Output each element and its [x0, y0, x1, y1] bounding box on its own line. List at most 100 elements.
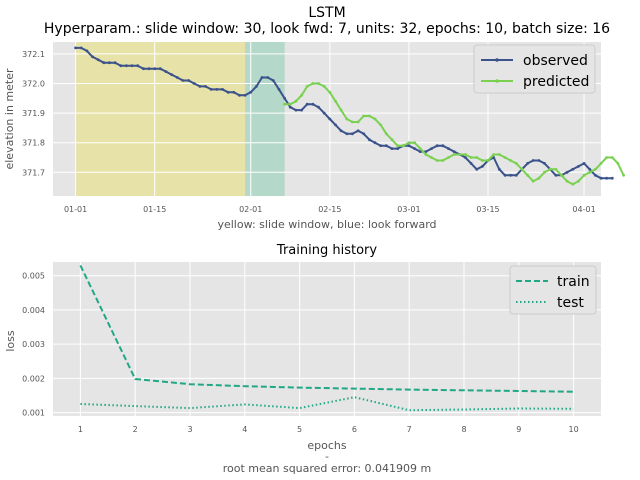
observed-point [339, 129, 343, 133]
training-x-tick-label: 8 [461, 425, 466, 434]
predicted-point [594, 167, 597, 171]
predicted-point [526, 173, 529, 177]
predicted-point [514, 162, 518, 165]
observed-point [266, 76, 270, 79]
observed-point [571, 167, 575, 171]
observed-point [588, 167, 592, 171]
predicted-point [300, 93, 303, 97]
observed-point [175, 76, 179, 79]
predicted-point [610, 156, 614, 159]
observed-point [249, 90, 253, 94]
legend-train-label: train [557, 274, 590, 290]
observed-point [492, 156, 496, 159]
elevation-x-tick-label: 04-01 [572, 205, 595, 214]
predicted-point [537, 176, 541, 180]
observed-point [481, 165, 484, 168]
footer-dash: - [325, 450, 329, 463]
observed-point [317, 105, 320, 109]
predicted-point [390, 138, 394, 142]
predicted-point [492, 153, 496, 156]
observed-point [142, 67, 145, 71]
predicted-point [577, 179, 580, 183]
observed-point [226, 90, 230, 94]
observed-point [85, 49, 89, 53]
observed-point [153, 67, 157, 71]
observed-point [96, 58, 100, 62]
predicted-point [503, 156, 507, 159]
observed-point [475, 167, 479, 171]
observed-point [91, 55, 94, 59]
observed-point [238, 93, 241, 97]
predicted-point [373, 117, 377, 121]
predicted-point [351, 120, 354, 124]
slide-window-span [75, 42, 246, 196]
observed-point [543, 162, 546, 165]
observed-point [582, 162, 586, 165]
observed-point [74, 46, 77, 50]
observed-point [537, 159, 541, 162]
observed-point [136, 64, 140, 68]
predicted-point [362, 114, 366, 118]
observed-point [351, 132, 354, 136]
elevation-x-tick-label: 03-01 [397, 205, 420, 214]
predicted-point [283, 102, 286, 106]
predicted-point [588, 170, 592, 174]
predicted-point [497, 153, 501, 156]
predicted-point [452, 153, 456, 156]
predicted-point [469, 156, 473, 159]
observed-point [79, 46, 83, 50]
predicted-point [486, 159, 490, 162]
observed-point [260, 76, 264, 79]
observed-point [181, 79, 185, 82]
predicted-point [531, 179, 535, 183]
figure-subtitle: Hyperparam.: slide window: 30, look fwd:… [44, 21, 610, 37]
observed-point [164, 70, 168, 73]
observed-point [526, 162, 529, 165]
train-loss-line [79, 264, 574, 393]
observed-point [113, 61, 117, 65]
predicted-point [599, 162, 603, 165]
predicted-point [407, 141, 411, 145]
observed-point [187, 79, 191, 82]
observed-point [271, 79, 275, 82]
observed-point [283, 96, 286, 100]
predicted-point [447, 156, 450, 159]
observed-point [305, 102, 309, 106]
predicted-point [294, 99, 298, 103]
elevation-y-ticks: 371.7 371.8 371.9 372.0 372.1 [22, 50, 45, 177]
predicted-point [441, 159, 445, 162]
observed-point [147, 67, 151, 71]
elevation-y-tick-label: 371.9 [22, 109, 45, 118]
observed-point [424, 150, 428, 154]
predicted-point [435, 159, 439, 162]
observed-point [328, 117, 332, 121]
training-x-tick-label: 1 [78, 425, 83, 434]
observed-point [125, 64, 128, 68]
predicted-point [334, 99, 337, 103]
elevation-y-tick-label: 372.0 [22, 79, 45, 88]
elevation-y-tick-label: 371.8 [22, 139, 45, 148]
training-x-axis-label: epochs [307, 439, 346, 452]
training-series [79, 264, 574, 412]
predicted-point [481, 159, 484, 162]
predicted-point [616, 162, 620, 165]
observed-point [311, 102, 315, 106]
elevation-legend: observed predicted [473, 44, 596, 94]
observed-point [119, 64, 123, 68]
observed-point [565, 170, 569, 174]
training-x-tick-label: 9 [516, 425, 521, 434]
predicted-point [548, 167, 552, 171]
elevation-series [74, 46, 625, 186]
predicted-point [396, 144, 399, 148]
observed-point [509, 173, 512, 177]
observed-point [209, 88, 213, 91]
observed-point [108, 61, 111, 65]
predicted-point [430, 156, 433, 159]
observed-point [503, 173, 507, 177]
elevation-x-tick-label: 03-15 [476, 205, 499, 214]
observed-point [435, 144, 439, 148]
observed-point [396, 147, 399, 151]
observed-point [243, 93, 247, 97]
observed-point [464, 156, 467, 159]
observed-point [447, 147, 450, 151]
